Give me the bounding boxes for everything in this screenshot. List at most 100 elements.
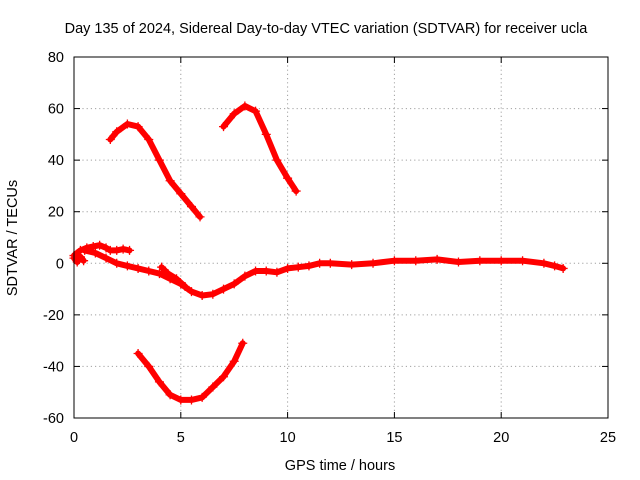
data-point — [325, 258, 335, 268]
data-point — [154, 155, 164, 165]
data-layer — [69, 101, 568, 405]
data-point — [291, 186, 301, 196]
data-point — [411, 256, 421, 266]
data-point — [261, 129, 271, 139]
data-point — [251, 106, 261, 116]
data-point — [133, 349, 143, 359]
data-point — [186, 202, 196, 212]
series-line — [71, 253, 87, 265]
chart-title: Day 135 of 2024, Sidereal Day-to-day VTE… — [65, 21, 589, 37]
series-arc-5 — [105, 119, 205, 222]
data-point — [283, 263, 293, 273]
data-point — [453, 257, 463, 267]
x-axis-label: GPS time / hours — [285, 458, 395, 474]
data-point — [229, 109, 239, 119]
series-arc-3 — [80, 245, 568, 301]
data-point — [112, 245, 122, 255]
data-point — [157, 262, 167, 272]
data-point — [347, 260, 357, 270]
data-point — [272, 267, 282, 277]
data-point — [172, 274, 182, 284]
data-point — [101, 253, 111, 263]
data-point — [133, 263, 143, 273]
data-point — [186, 395, 196, 405]
data-point — [186, 287, 196, 297]
plot-frame — [73, 56, 609, 419]
data-point — [368, 258, 378, 268]
y-tick-label: -20 — [43, 308, 64, 324]
data-point — [176, 395, 186, 405]
data-point — [197, 291, 207, 301]
data-point — [122, 261, 132, 271]
data-point — [208, 289, 218, 299]
data-point — [165, 176, 175, 186]
y-axis-label: SDTVAR / TECUs — [5, 180, 21, 296]
y-tick-label: 40 — [48, 153, 64, 169]
data-point — [144, 266, 154, 276]
data-point — [219, 372, 229, 382]
data-point — [304, 261, 314, 271]
data-point — [283, 173, 293, 183]
x-tick-label: 5 — [177, 430, 185, 446]
data-point — [240, 271, 250, 281]
data-point — [389, 256, 399, 266]
y-tick-label: -60 — [43, 411, 64, 427]
series-line — [107, 121, 203, 220]
series-line — [135, 340, 246, 403]
data-point — [539, 258, 549, 268]
data-point — [558, 263, 568, 273]
data-point — [95, 240, 105, 250]
data-point — [133, 122, 143, 132]
data-point — [112, 127, 122, 137]
data-point — [154, 377, 164, 387]
data-point — [219, 284, 229, 294]
data-point — [163, 269, 173, 279]
y-tick-label: 20 — [48, 205, 64, 221]
data-point — [432, 254, 442, 264]
series-arc-6 — [219, 101, 301, 196]
y-tick-label: 0 — [56, 256, 64, 272]
x-tick-label: 0 — [70, 430, 78, 446]
data-point — [293, 262, 303, 272]
data-point — [315, 258, 325, 268]
x-tick-label: 25 — [600, 430, 616, 446]
data-point — [79, 256, 89, 266]
data-point — [496, 256, 506, 266]
data-point — [118, 244, 128, 254]
data-point — [272, 155, 282, 165]
y-tick-label: -40 — [43, 359, 64, 375]
data-point — [176, 189, 186, 199]
data-point — [197, 392, 207, 402]
series-arc-4 — [157, 262, 190, 291]
data-point — [550, 261, 560, 271]
data-point — [144, 361, 154, 371]
grid — [74, 57, 608, 418]
data-point — [251, 266, 261, 276]
data-point — [80, 245, 90, 255]
data-point — [165, 390, 175, 400]
data-point — [195, 212, 205, 222]
data-point — [208, 382, 218, 392]
y-tick-label: 60 — [48, 102, 64, 118]
data-point — [229, 356, 239, 366]
data-point — [229, 279, 239, 289]
data-point — [219, 122, 229, 132]
data-point — [112, 258, 122, 268]
data-point — [180, 281, 190, 291]
data-point — [154, 269, 164, 279]
x-tick-label: 10 — [280, 430, 296, 446]
data-point — [518, 256, 528, 266]
data-point — [475, 256, 485, 266]
x-tick-label: 20 — [493, 430, 509, 446]
series-arc-7 — [133, 338, 248, 405]
x-tick-label: 15 — [386, 430, 402, 446]
data-point — [261, 266, 271, 276]
data-point — [240, 101, 250, 111]
data-point — [144, 135, 154, 145]
data-point — [122, 119, 132, 129]
data-point — [238, 338, 248, 348]
data-point — [90, 248, 100, 258]
y-tick-label: 80 — [48, 50, 64, 66]
series-line — [220, 103, 300, 195]
